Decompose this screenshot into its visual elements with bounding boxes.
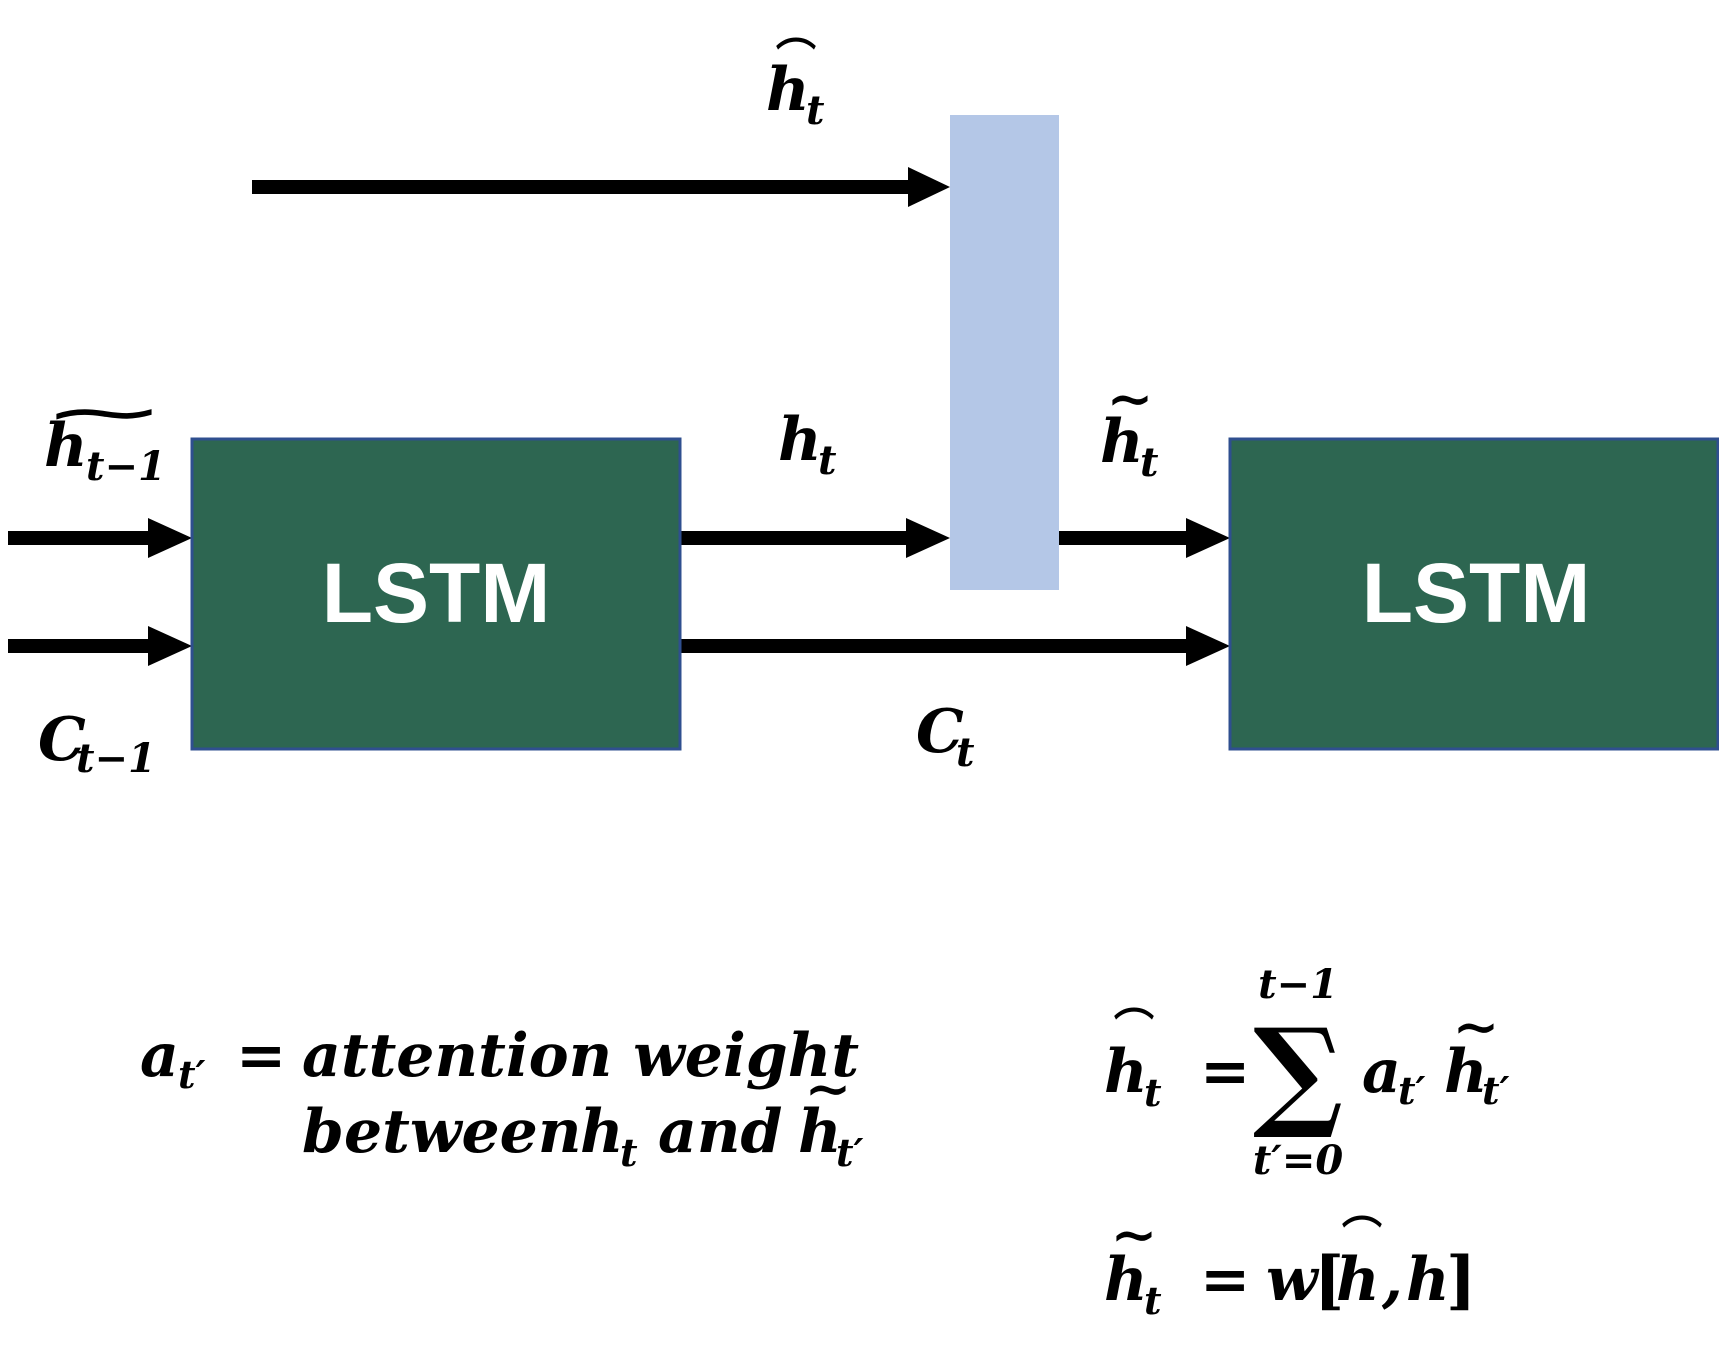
eq2-equals: = <box>1200 1037 1250 1107</box>
label-h-tilde-t: ∼ h t <box>1100 366 1159 486</box>
lstm-left-label: LSTM <box>322 546 551 640</box>
tilde-accent: ∼ <box>40 380 167 446</box>
symbol-h: h <box>778 405 822 475</box>
eq3-tilde: ∼ <box>1111 1202 1158 1268</box>
eq1-line1-text: attention weight <box>302 1021 859 1091</box>
subscript-t: t <box>956 729 975 776</box>
symbol-h: h <box>44 411 88 481</box>
eq2-tilde: ∼ <box>1453 994 1500 1060</box>
eq2-lhs-h: h <box>1104 1037 1148 1107</box>
attention-layer <box>950 115 1059 590</box>
eq2-lhs-sub: t <box>1144 1070 1162 1115</box>
label-h-tilde-t-minus-1: ∼ h t−1 <box>40 380 167 490</box>
symbol-h: h <box>766 55 810 125</box>
eq3-lhs-h: h <box>1104 1245 1148 1315</box>
eq2-term-a: a <box>1362 1037 1401 1107</box>
arrow-hidden-input <box>8 518 192 558</box>
subscript-t-minus-1: t−1 <box>76 735 156 782</box>
label-c-t: C t <box>916 697 975 776</box>
eq2-term-h: h <box>1444 1037 1488 1107</box>
eq3-comma: , <box>1381 1245 1403 1315</box>
equation-combine: ∼ h t = w [ ⌒ h , h ] <box>1104 1202 1476 1323</box>
eq1-line2-h2: h <box>798 1097 842 1167</box>
eq2-lower-limit: t′=0 <box>1253 1137 1344 1184</box>
eq3-hat: ⌒ <box>1342 1213 1382 1260</box>
lstm-box-left: LSTM <box>190 437 682 751</box>
subscript-t: t <box>1140 439 1159 486</box>
eq2-term-a-sub: t′ <box>1398 1068 1426 1113</box>
eq3-equals: = <box>1200 1245 1250 1315</box>
eq3-lbracket: [ <box>1314 1243 1344 1318</box>
label-h-t: h t <box>778 405 837 484</box>
eq2-upper-limit: t−1 <box>1258 961 1338 1008</box>
eq2-term-h-sub: t′ <box>1482 1068 1510 1113</box>
arrow-attention-to-lstm <box>1059 518 1230 558</box>
eq1-line2-h2-sub: t′ <box>836 1130 864 1175</box>
symbol-h: h <box>1100 407 1144 477</box>
hat-accent: ⌒ <box>776 35 816 82</box>
eq3-h: h <box>1406 1245 1450 1315</box>
arrow-h-to-attention <box>680 518 950 558</box>
tilde-accent: ∼ <box>1107 366 1154 432</box>
eq1-line2-h: h <box>580 1097 624 1167</box>
subscript-t-minus-1: t−1 <box>86 443 166 490</box>
eq3-hat-h: h <box>1336 1245 1380 1315</box>
eq2-hat: ⌒ <box>1114 1005 1154 1052</box>
equation-context-sum: ⌒ h t = t−1 ∑ t′=0 a t′ ∼ h t′ <box>1104 961 1510 1184</box>
arrow-cell-input <box>8 626 192 666</box>
symbol-c: C <box>38 705 86 775</box>
eq1-line2-and: and <box>658 1097 782 1167</box>
subscript-t: t <box>818 437 837 484</box>
eq1-line2-tilde: ∼ <box>805 1056 852 1122</box>
eq3-w: w <box>1266 1245 1320 1315</box>
arrows <box>8 167 1230 666</box>
equation-attention-weight: a t′ = attention weight between h t and … <box>140 1021 864 1175</box>
eq2-sigma: ∑ <box>1253 1002 1343 1143</box>
eq1-line2-h-sub: t <box>620 1130 638 1175</box>
eq1-a-sub: t′ <box>178 1052 206 1097</box>
arrow-cell-to-lstm <box>680 626 1230 666</box>
eq3-rbracket: ] <box>1446 1243 1476 1318</box>
subscript-t: t <box>806 87 825 134</box>
arrow-top-context-input <box>252 167 950 207</box>
eq1-line2-between: between <box>302 1097 581 1167</box>
symbol-c: C <box>916 697 964 767</box>
lstm-right-label: LSTM <box>1362 546 1591 640</box>
eq1-equals: = <box>236 1021 286 1091</box>
eq3-lhs-sub: t <box>1144 1278 1162 1323</box>
eq1-a: a <box>140 1021 179 1091</box>
label-c-t-minus-1: C t−1 <box>38 705 156 782</box>
label-h-hat-t-top: ⌒ h t <box>766 35 825 134</box>
lstm-box-right: LSTM <box>1228 437 1719 751</box>
